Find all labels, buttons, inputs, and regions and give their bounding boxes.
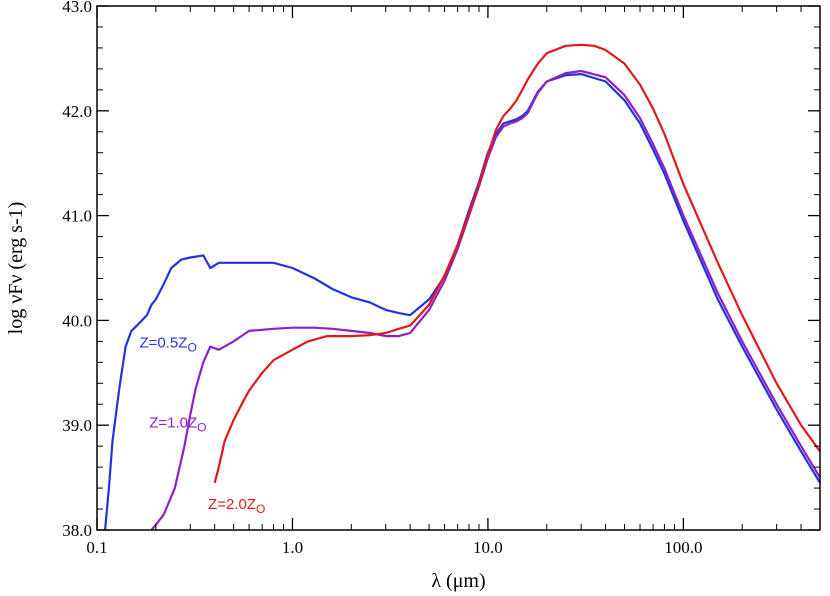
y-tick-label: 41.0 <box>62 207 92 226</box>
y-tick-label: 42.0 <box>62 102 92 121</box>
x-axis-title: λ (μm) <box>431 570 485 592</box>
y-tick-label: 38.0 <box>62 521 92 540</box>
y-tick-label: 43.0 <box>62 0 92 16</box>
series-label-1: Z=0.5ZO <box>140 335 197 355</box>
tick-layer: 0.1 1.0 10.0 100.0 38.0 39.0 40.0 41.0 42.0 43.0 <box>62 0 820 557</box>
series-label-2: Z=1.0ZO <box>149 414 206 434</box>
series-layer <box>104 43 820 530</box>
label-layer: Z=0.5ZO Z=1.0ZO Z=2.0ZO <box>140 335 266 516</box>
series-label-3: Z=2.0ZO <box>208 496 265 516</box>
series-line-3 <box>213 43 820 484</box>
y-tick-label: 39.0 <box>62 416 92 435</box>
x-tick-label: 1.0 <box>282 538 303 557</box>
series-line-1 <box>104 73 820 530</box>
plot-frame <box>96 5 821 531</box>
y-axis-title: log νFν (erg s-1) <box>5 202 27 335</box>
x-tick-label: 0.1 <box>86 538 107 557</box>
x-tick-label: 10.0 <box>473 538 503 557</box>
x-tick-label: 100.0 <box>664 538 702 557</box>
y-tick-label: 40.0 <box>62 311 92 330</box>
